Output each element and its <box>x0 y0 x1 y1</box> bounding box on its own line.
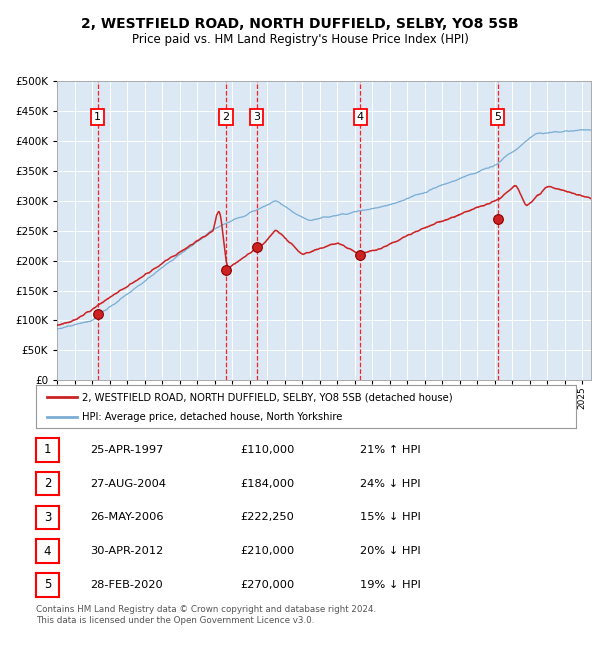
Text: 27-AUG-2004: 27-AUG-2004 <box>90 478 166 489</box>
Text: 2: 2 <box>223 112 230 122</box>
Text: 2, WESTFIELD ROAD, NORTH DUFFIELD, SELBY, YO8 5SB: 2, WESTFIELD ROAD, NORTH DUFFIELD, SELBY… <box>81 17 519 31</box>
Text: 21% ↑ HPI: 21% ↑ HPI <box>360 445 421 455</box>
Text: £222,250: £222,250 <box>240 512 294 523</box>
Text: 26-MAY-2006: 26-MAY-2006 <box>90 512 163 523</box>
Text: £210,000: £210,000 <box>240 546 294 556</box>
Text: 2, WESTFIELD ROAD, NORTH DUFFIELD, SELBY, YO8 5SB (detached house): 2, WESTFIELD ROAD, NORTH DUFFIELD, SELBY… <box>82 393 452 402</box>
Text: Contains HM Land Registry data © Crown copyright and database right 2024.
This d: Contains HM Land Registry data © Crown c… <box>36 605 376 625</box>
Text: 25-APR-1997: 25-APR-1997 <box>90 445 163 455</box>
Text: 15% ↓ HPI: 15% ↓ HPI <box>360 512 421 523</box>
Text: 1: 1 <box>44 443 51 456</box>
Text: 28-FEB-2020: 28-FEB-2020 <box>90 580 163 590</box>
Text: Price paid vs. HM Land Registry's House Price Index (HPI): Price paid vs. HM Land Registry's House … <box>131 32 469 46</box>
Text: 4: 4 <box>357 112 364 122</box>
Text: HPI: Average price, detached house, North Yorkshire: HPI: Average price, detached house, Nort… <box>82 412 342 422</box>
Text: £184,000: £184,000 <box>240 478 294 489</box>
Text: 19% ↓ HPI: 19% ↓ HPI <box>360 580 421 590</box>
Text: 5: 5 <box>494 112 501 122</box>
Text: 30-APR-2012: 30-APR-2012 <box>90 546 163 556</box>
Text: 4: 4 <box>44 545 51 558</box>
Text: £110,000: £110,000 <box>240 445 295 455</box>
Text: 3: 3 <box>253 112 260 122</box>
Text: 20% ↓ HPI: 20% ↓ HPI <box>360 546 421 556</box>
Text: 5: 5 <box>44 578 51 592</box>
Text: £270,000: £270,000 <box>240 580 294 590</box>
Text: 1: 1 <box>94 112 101 122</box>
Text: 2: 2 <box>44 477 51 490</box>
Text: 24% ↓ HPI: 24% ↓ HPI <box>360 478 421 489</box>
Text: 3: 3 <box>44 511 51 524</box>
